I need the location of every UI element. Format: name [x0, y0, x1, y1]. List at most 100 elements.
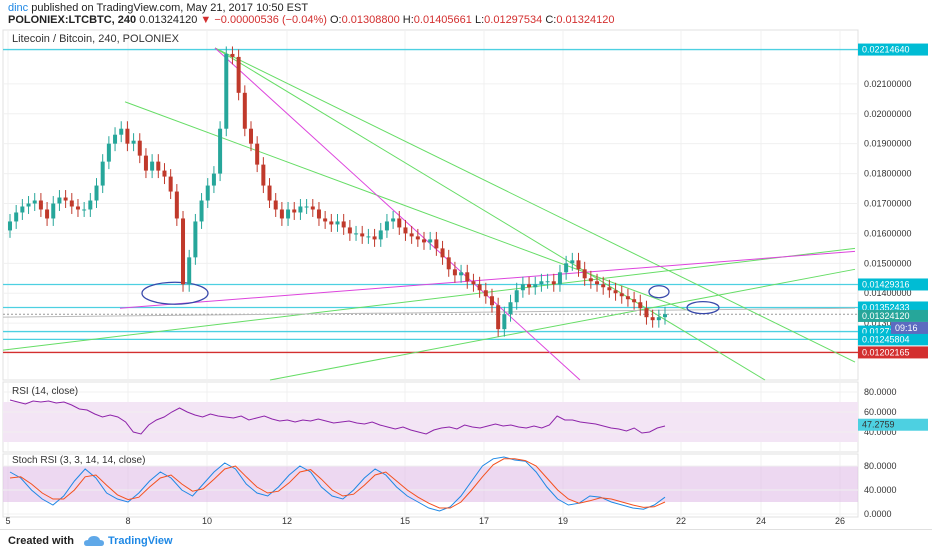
y-tick-label: 0.02100000	[864, 79, 912, 89]
candle-body	[63, 197, 68, 201]
candle-body	[446, 257, 451, 270]
candle-body	[88, 200, 93, 210]
x-tick-label: 17	[479, 516, 489, 526]
price-label-box	[858, 309, 928, 322]
candle-body	[106, 143, 111, 162]
stoch-band	[3, 466, 858, 502]
candle-body	[638, 302, 643, 309]
candle-body	[261, 164, 266, 186]
stoch-title: Stoch RSI (3, 3, 14, 14, close)	[12, 455, 145, 466]
candle-body	[613, 290, 618, 294]
candle-body	[273, 200, 278, 210]
rsi-title: RSI (14, close)	[12, 386, 78, 397]
candle-body	[156, 161, 161, 171]
candle-body	[625, 296, 630, 300]
trend-line[interactable]	[214, 47, 581, 381]
candle-body	[174, 191, 179, 219]
close-label: C:	[545, 14, 557, 26]
y-tick-label: 0.01400000	[864, 288, 912, 298]
candle-body	[193, 221, 198, 258]
main-pane[interactable]	[2, 29, 859, 381]
candle-body	[372, 236, 377, 240]
candle-body	[255, 143, 260, 165]
trend-line[interactable]	[214, 47, 766, 381]
candle-body	[527, 284, 532, 288]
last-price: 0.01324120	[139, 14, 198, 26]
price-label-text: 0.01429316	[862, 279, 910, 289]
candle-body	[211, 173, 216, 186]
candle-body	[14, 212, 19, 222]
chart-canvas[interactable]: 5 8 10 12 15 17 19 22 24 26 0.02100000 0.02000000 0.…	[0, 27, 932, 529]
x-tick-label: 24	[756, 516, 766, 526]
y-tick-label: 0.01700000	[864, 199, 912, 209]
candle-body	[26, 203, 31, 207]
candle-body	[644, 308, 649, 318]
candle-body	[45, 209, 50, 219]
tradingview-brand[interactable]: TradingView	[108, 535, 173, 547]
candle-body	[496, 305, 501, 330]
trend-line[interactable]	[2, 307, 856, 318]
candle-body	[113, 134, 118, 144]
price-label-box	[858, 278, 928, 291]
highlight-ellipse[interactable]	[648, 285, 670, 299]
candle-body	[224, 53, 229, 129]
price-label-text: 0.01324120	[862, 311, 910, 321]
candle-body	[199, 200, 204, 222]
candle-body	[181, 218, 186, 285]
created-with-text: Created with	[8, 535, 75, 547]
open-value: 0.01308800	[341, 14, 400, 26]
rsi-value-box	[858, 418, 928, 431]
x-tick-label: 19	[558, 516, 568, 526]
triangle-down-icon: ▼	[200, 14, 212, 26]
price-label-text: 0.01271907	[862, 327, 910, 337]
rsi-tick-label: 40.0000	[864, 427, 897, 437]
price-change: −0.00000536 (−0.04%)	[214, 14, 327, 26]
candle-body	[137, 140, 142, 156]
countdown-box	[891, 321, 928, 334]
y-tick-label: 0.01800000	[864, 169, 912, 179]
candle-body	[650, 317, 655, 321]
candle-body	[576, 260, 581, 270]
x-tick-label: 12	[282, 516, 292, 526]
candle-body	[131, 140, 136, 144]
close-value: 0.01324120	[556, 14, 615, 26]
high-label: H:	[402, 14, 414, 26]
trend-line[interactable]	[119, 250, 856, 309]
candle-body	[545, 281, 550, 283]
y-tick-label: 0.02000000	[864, 109, 912, 119]
candle-body	[162, 170, 167, 177]
publish-info: dinc published on TradingView.com, May 2…	[8, 2, 308, 14]
candle-body	[403, 227, 408, 234]
x-tick-label: 5	[5, 516, 10, 526]
candle-body	[588, 278, 593, 282]
price-label-box	[858, 346, 928, 359]
highlight-ellipse[interactable]	[141, 281, 209, 305]
rsi-tick-label: 60.0000	[864, 407, 897, 417]
trend-line[interactable]	[269, 268, 856, 381]
author-name[interactable]: dinc	[8, 2, 29, 14]
symbol-ohlc-bar: POLONIEX:LTCBTC, 240 0.01324120 ▼ −0.000…	[8, 14, 614, 26]
candle-body	[310, 206, 315, 210]
high-value: 0.01405661	[413, 14, 472, 26]
candle-body	[267, 185, 272, 201]
candle-body	[100, 161, 105, 186]
trend-line[interactable]	[2, 247, 856, 351]
candle-body	[415, 236, 420, 240]
candle-body	[520, 284, 525, 291]
candle-body	[32, 200, 37, 204]
candle-body	[514, 290, 519, 303]
highlight-ellipse[interactable]	[686, 300, 720, 315]
y-tick-label: 0.01900000	[864, 139, 912, 149]
candle-body	[663, 314, 667, 318]
y-tick-label: 0.0130	[864, 318, 892, 328]
candle-body	[570, 260, 575, 264]
rsi-value-text: 47.2759	[862, 420, 895, 430]
candle-body	[69, 200, 74, 207]
candle-body	[218, 128, 223, 174]
candle-body	[316, 209, 321, 219]
x-tick-label: 15	[400, 516, 410, 526]
price-label-text: 0.01202165	[862, 347, 910, 357]
candle-body	[248, 128, 253, 144]
low-label: L:	[474, 14, 485, 26]
candle-body	[607, 287, 612, 291]
